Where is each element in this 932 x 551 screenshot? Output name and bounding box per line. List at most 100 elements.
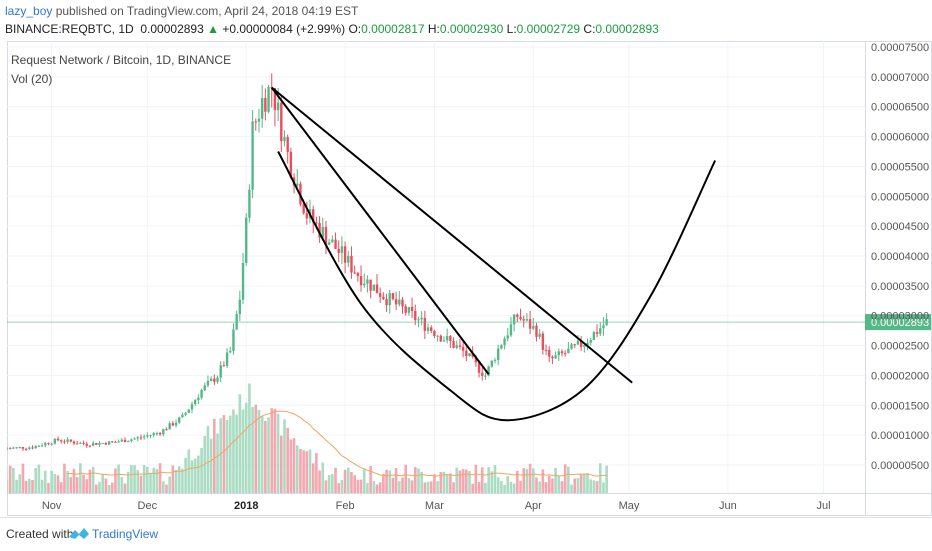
candle-body	[442, 340, 446, 342]
volume-bar	[557, 475, 561, 493]
candle-body	[430, 327, 433, 332]
candle-body	[583, 345, 586, 347]
volume-bar	[264, 420, 267, 493]
time-axis[interactable]: Nov Dec 2018 Feb Mar Apr May Jun Jul	[42, 500, 831, 512]
last-price-line: 0.00002893	[7, 314, 931, 331]
candle-body	[178, 417, 181, 423]
candle-body	[146, 435, 149, 437]
volume-bar	[177, 466, 181, 493]
candle-body	[7, 448, 9, 450]
price-tick-label: 0.00003000	[871, 311, 929, 323]
volume-bar	[69, 477, 73, 493]
candle-body	[302, 204, 305, 214]
volume-bar	[165, 484, 168, 493]
volume-bar	[334, 467, 337, 493]
price-chart[interactable]: 0.00002893 0.00000500 0.00001000 0.0000150…	[7, 41, 932, 516]
published-text: published on TradingView.com, April 24, …	[52, 4, 359, 18]
candle-body	[222, 365, 226, 367]
candle-body	[28, 447, 31, 449]
candle-body	[8, 448, 12, 450]
candle-body	[130, 439, 133, 442]
volume-bar	[228, 415, 232, 493]
volume-bar	[324, 480, 328, 493]
candle-body	[286, 137, 289, 152]
drawings[interactable]	[270, 86, 717, 422]
volume-bar	[66, 470, 69, 493]
candle-body	[394, 299, 398, 305]
volume-bar	[429, 481, 433, 493]
volume-ma-line	[67, 410, 607, 477]
candle-body	[474, 356, 478, 363]
candle-body	[245, 217, 248, 263]
candle-body	[496, 348, 500, 360]
created-with-text: Created with	[6, 527, 74, 541]
candle-body	[347, 255, 350, 263]
price-axis[interactable]: 0.00000500 0.00001000 0.00001500 0.00002000…	[871, 42, 929, 472]
symbol-label: BINANCE:REQBTC, 1D	[5, 22, 134, 36]
volume-bar	[232, 409, 235, 493]
candle-body	[484, 375, 487, 377]
volume-bar	[598, 463, 602, 493]
candle-body	[516, 314, 519, 317]
volume-bar	[85, 479, 89, 493]
candle-body	[551, 356, 554, 359]
footer: Created with TradingView	[0, 517, 932, 551]
candle-body	[123, 439, 127, 443]
last-price-badge	[865, 314, 931, 331]
candle-body	[152, 433, 155, 436]
candle-body	[391, 293, 395, 300]
candle-body	[509, 324, 513, 336]
volume-bar	[15, 479, 18, 493]
candle-body	[372, 284, 376, 291]
volume-bar	[410, 480, 414, 493]
candle-body	[334, 239, 337, 249]
candle-body	[465, 350, 468, 357]
candle-body	[305, 213, 309, 219]
volume-bar	[480, 467, 484, 493]
time-tick-label: Nov	[42, 500, 62, 512]
candle-body	[369, 279, 372, 291]
candle-body	[449, 336, 452, 341]
volume-bar	[43, 470, 47, 493]
time-tick-label: 2018	[234, 500, 258, 512]
trendline	[270, 87, 490, 375]
candle-body	[589, 339, 592, 343]
low-label: L:	[506, 22, 517, 36]
tradingview-link[interactable]: TradingView	[92, 527, 159, 541]
price-tick-label: 0.00007500	[871, 42, 929, 54]
volume-bar	[496, 477, 500, 493]
volume-bar	[484, 482, 487, 493]
candle-body	[200, 390, 203, 398]
volume-bar	[235, 414, 238, 493]
volume-bar	[292, 438, 296, 493]
candle-body	[493, 359, 497, 361]
volume-bar	[525, 468, 529, 493]
candle-body	[410, 306, 414, 312]
volume-bar	[452, 482, 455, 493]
open-value: 0.00002817	[361, 22, 425, 36]
candle-body	[56, 438, 60, 441]
author-link[interactable]: lazy_boy	[5, 4, 53, 18]
volume-bar	[12, 467, 15, 493]
candle-body	[168, 423, 171, 430]
candle-body	[525, 319, 529, 321]
volume-bar	[519, 480, 522, 493]
price-tick-label: 0.00000500	[871, 460, 929, 472]
volume-bar	[528, 463, 532, 493]
volume-bar	[442, 471, 446, 493]
price-tick-label: 0.00001000	[871, 430, 929, 442]
candle-body	[324, 226, 328, 245]
volume-bar	[605, 465, 608, 493]
candle-body	[63, 441, 66, 443]
volume-bar	[490, 471, 494, 493]
candle-body	[206, 380, 210, 386]
volume-bar	[149, 472, 152, 493]
volume-bar	[560, 481, 564, 493]
last-price-badge-label: 0.00002893	[871, 317, 929, 329]
candle-body	[433, 331, 436, 336]
candle-body	[114, 441, 117, 443]
volume-bar	[474, 464, 478, 493]
candle-body	[487, 366, 490, 376]
volume-bar	[531, 468, 535, 493]
candle-body	[452, 340, 455, 348]
